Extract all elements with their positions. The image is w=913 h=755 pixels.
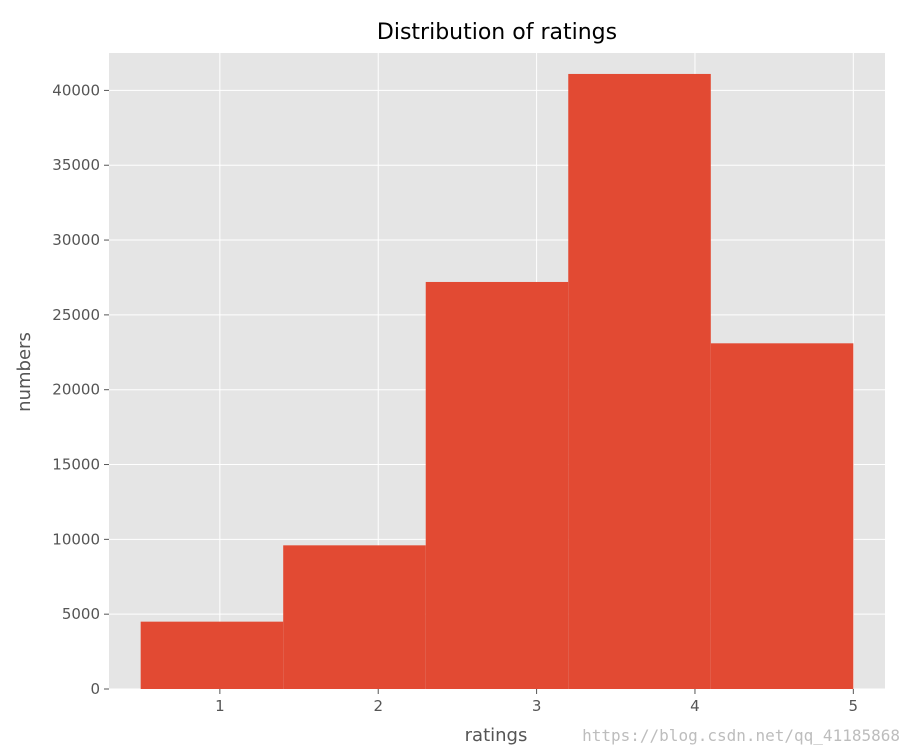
histogram-bars [140,73,854,690]
histogram-bar [283,545,426,689]
y-tick-label: 35000 [52,156,100,174]
histogram-bar [140,621,284,689]
y-tick-label: 10000 [52,530,100,548]
x-tick-label: 1 [215,697,225,715]
y-tick-label: 40000 [52,81,100,99]
y-tick-label: 5000 [62,605,100,623]
x-tick-label: 3 [532,697,542,715]
y-axis-ticks: 0 5000 10000 15000 20000 25000 30000 35000 40000 [52,81,109,698]
histogram-bar [710,343,854,689]
watermark-text: https://blog.csdn.net/qq_41185868 [582,726,900,745]
histogram-bar [425,281,569,689]
x-tick-label: 5 [849,697,859,715]
chart-title: Distribution of ratings [377,20,617,45]
y-tick-label: 15000 [52,456,100,474]
y-tick-label: 0 [90,680,100,698]
y-tick-label: 30000 [52,231,100,249]
y-tick-label: 25000 [52,306,100,324]
histogram-bar [568,73,711,690]
x-tick-label: 4 [690,697,700,715]
x-axis-ticks: 1 2 3 4 5 [215,689,858,715]
x-axis-label: ratings [465,725,528,746]
x-tick-label: 2 [373,697,383,715]
y-axis-label: numbers [14,332,35,412]
y-tick-label: 20000 [52,381,100,399]
